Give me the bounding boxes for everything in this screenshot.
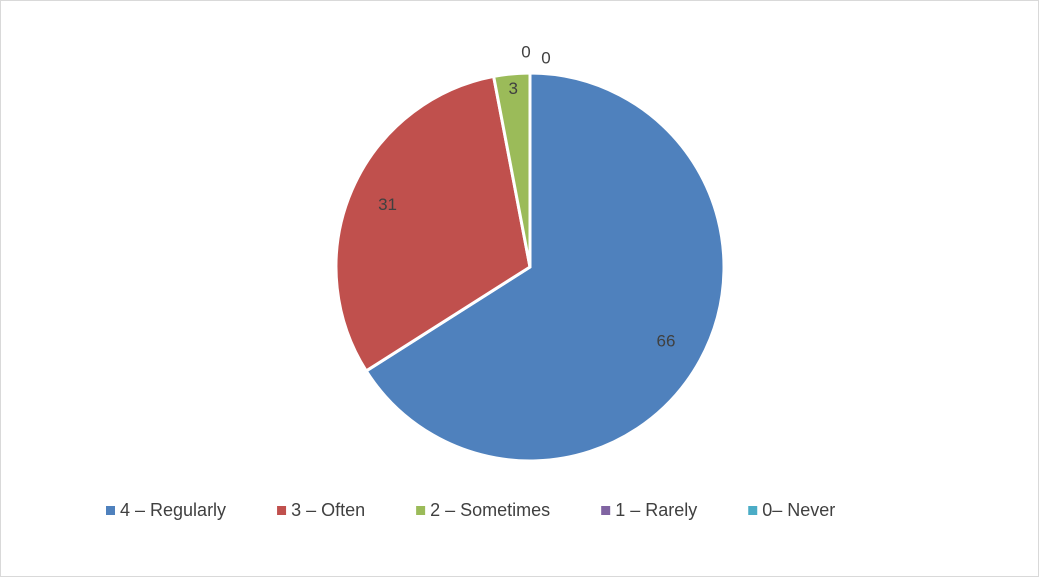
legend-swatch-4-regularly <box>106 506 115 515</box>
data-label-1-rarely: 0 <box>521 42 530 61</box>
legend-swatch-2-sometimes <box>416 506 426 515</box>
legend-label-3-often: 3 – Often <box>291 500 365 520</box>
legend: 4 – Regularly 3 – Often 2 – Sometimes 1 – R… <box>106 500 835 520</box>
legend-label-1-rarely: 1 – Rarely <box>615 500 697 520</box>
pie-slice-3-often <box>334 74 532 373</box>
pie-slice-4-regularly <box>364 71 726 463</box>
legend-item-1-rarely: 1 – Rarely <box>601 500 697 520</box>
data-label-2-sometimes: 3 <box>508 79 517 98</box>
legend-item-0-never: 0– Never <box>748 500 835 520</box>
legend-item-4-regularly: 4 – Regularly <box>106 500 226 520</box>
data-label-0-never: 0 <box>541 48 550 67</box>
legend-swatch-0-never <box>748 506 758 515</box>
legend-item-3-often: 3 – Often <box>277 500 365 520</box>
legend-label-4-regularly: 4 – Regularly <box>120 500 226 520</box>
legend-swatch-3-often <box>277 506 287 515</box>
data-label-3-often: 31 <box>378 195 397 214</box>
legend-swatch-1-rarely <box>601 506 611 515</box>
data-label-4-regularly: 66 <box>657 331 676 350</box>
legend-item-2-sometimes: 2 – Sometimes <box>416 500 550 520</box>
pie-slice-2-sometimes <box>492 71 532 269</box>
pie-slices <box>334 71 726 463</box>
legend-label-2-sometimes: 2 – Sometimes <box>430 500 550 520</box>
legend-label-0-never: 0– Never <box>762 500 835 520</box>
